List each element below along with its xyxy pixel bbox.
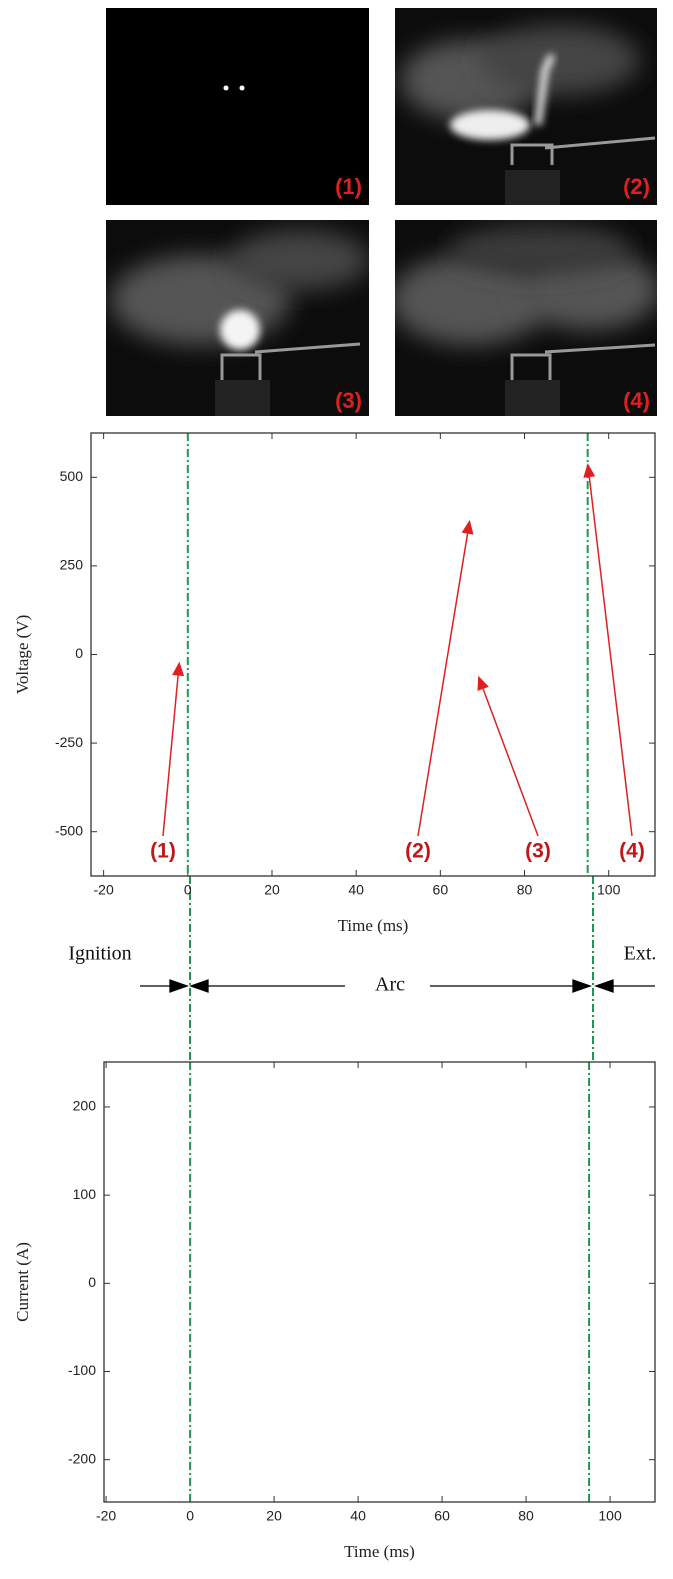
y-tick-label: 0 xyxy=(88,1274,96,1290)
annotation-arrowhead xyxy=(172,661,185,677)
phase-label: Arc xyxy=(375,974,405,996)
phase-label: Ignition xyxy=(68,943,131,965)
annotation-arrow xyxy=(162,675,179,837)
annotation-arrow xyxy=(417,533,469,837)
photo-label: (4) xyxy=(623,388,650,413)
x-tick-label: 20 xyxy=(266,1508,282,1524)
x-tick-label: 0 xyxy=(186,1508,194,1524)
photo: (1) xyxy=(106,8,369,205)
x-tick-label: 100 xyxy=(597,882,621,898)
photo-label: (1) xyxy=(335,174,362,199)
x-axis-title: Time (ms) xyxy=(338,916,409,935)
plot-frame xyxy=(103,1061,656,1503)
y-tick-label: 250 xyxy=(60,557,84,573)
y-tick-label: -250 xyxy=(55,734,83,750)
x-tick-label: 60 xyxy=(434,1508,450,1524)
photo xyxy=(395,8,657,205)
annotation-label: (4) xyxy=(619,840,645,863)
annotation-label: (3) xyxy=(525,840,551,863)
x-tick-label: 40 xyxy=(348,882,364,898)
photo xyxy=(395,220,657,416)
phase-arrows xyxy=(140,979,655,993)
x-tick-label: 0 xyxy=(184,882,192,898)
y-axis-title: Voltage (V) xyxy=(13,615,32,694)
x-tick-label: -20 xyxy=(94,882,114,898)
x-tick-label: 20 xyxy=(264,882,280,898)
y-tick-label: -200 xyxy=(68,1450,96,1466)
annotation-arrow xyxy=(588,476,633,837)
annotation-arrow xyxy=(482,688,539,837)
y-tick-label: 200 xyxy=(73,1098,97,1114)
x-tick-label: -20 xyxy=(96,1508,116,1524)
y-tick-label: -500 xyxy=(55,822,83,838)
x-tick-label: 60 xyxy=(433,882,449,898)
x-axis-title: Time (ms) xyxy=(344,1542,415,1561)
plot-frame xyxy=(90,432,656,877)
y-tick-label: 500 xyxy=(60,468,84,484)
x-tick-label: 80 xyxy=(517,882,533,898)
y-tick-label: 0 xyxy=(75,645,83,661)
annotation-arrowhead xyxy=(461,519,474,535)
y-axis-title: Current (A) xyxy=(13,1242,32,1322)
x-tick-label: 100 xyxy=(598,1508,622,1524)
phase-label: Ext. xyxy=(624,943,657,965)
annotation-label: (2) xyxy=(405,840,431,863)
x-tick-label: 80 xyxy=(518,1508,534,1524)
photo-label: (2) xyxy=(623,174,650,199)
phase-dividers xyxy=(189,876,594,1062)
y-tick-label: -100 xyxy=(68,1362,96,1378)
photo-label: (3) xyxy=(335,388,362,413)
annotation-arrowhead xyxy=(583,463,596,478)
annotation-label: (1) xyxy=(150,840,176,863)
y-tick-label: 100 xyxy=(73,1186,97,1202)
photo xyxy=(106,220,369,416)
annotation-arrowhead xyxy=(477,675,489,691)
x-tick-label: 40 xyxy=(350,1508,366,1524)
